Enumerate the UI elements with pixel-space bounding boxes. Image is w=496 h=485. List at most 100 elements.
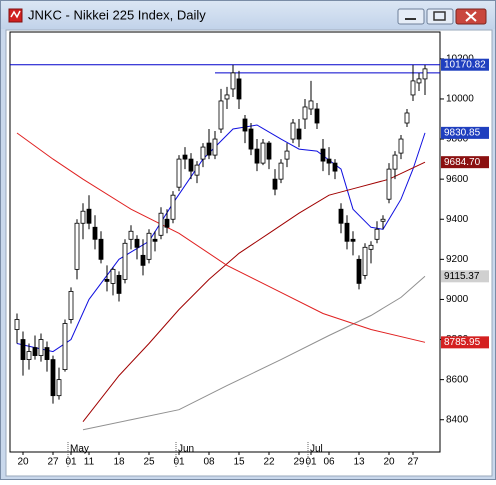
candle-body bbox=[302, 106, 308, 120]
x-tick-label: 01 bbox=[305, 457, 317, 468]
candle-body bbox=[290, 122, 296, 140]
candle-body bbox=[68, 291, 74, 320]
average-label-box bbox=[441, 336, 489, 349]
y-tick-label: 9400 bbox=[446, 214, 469, 225]
average-label: 9830.85 bbox=[444, 128, 481, 139]
x-tick-label: 15 bbox=[233, 457, 245, 468]
y-tick-label: 9000 bbox=[446, 294, 469, 305]
candle-body bbox=[242, 118, 248, 132]
candle-body bbox=[74, 222, 80, 270]
candle-body bbox=[218, 100, 224, 130]
candle-body bbox=[416, 78, 422, 84]
price-label-box bbox=[441, 58, 489, 71]
candle-body bbox=[212, 138, 218, 156]
candle-body bbox=[122, 242, 128, 280]
candle-body bbox=[194, 164, 200, 176]
candle-body bbox=[200, 146, 206, 160]
candle-body bbox=[368, 244, 374, 250]
candle-body bbox=[284, 150, 290, 160]
x-tick-label: 06 bbox=[323, 457, 335, 468]
minimize-button[interactable] bbox=[397, 8, 425, 25]
candle-body bbox=[314, 108, 320, 124]
candle-body bbox=[386, 168, 392, 200]
candle-body bbox=[104, 278, 110, 282]
candle-body bbox=[362, 246, 368, 276]
candle-body bbox=[392, 154, 398, 170]
candle-body bbox=[80, 210, 86, 224]
candle-body bbox=[134, 238, 140, 248]
candle-body bbox=[170, 194, 176, 220]
candle-body bbox=[188, 158, 194, 172]
candle-body bbox=[410, 80, 416, 96]
candle-body bbox=[44, 347, 50, 360]
y-tick-label: 8600 bbox=[446, 374, 469, 385]
candle-body bbox=[272, 178, 278, 190]
price-label: 10170.82 bbox=[444, 59, 486, 70]
candle-body bbox=[176, 158, 182, 188]
y-tick-label: 9600 bbox=[446, 174, 469, 185]
candle-body bbox=[182, 154, 188, 160]
x-tick-label: 13 bbox=[353, 457, 365, 468]
candle-body bbox=[206, 142, 212, 156]
window-buttons[interactable] bbox=[397, 8, 487, 25]
month-label: Jun bbox=[178, 444, 194, 455]
candle-body bbox=[278, 162, 284, 180]
average-label-box bbox=[441, 156, 489, 169]
candle-body bbox=[320, 148, 326, 162]
candle-body bbox=[380, 218, 386, 222]
candle-body bbox=[20, 339, 26, 360]
candle-body bbox=[254, 148, 260, 164]
x-tick-label: 20 bbox=[17, 457, 29, 468]
y-tick-label: 9800 bbox=[446, 134, 469, 145]
y-tick-label: 9200 bbox=[446, 254, 469, 265]
candle-body bbox=[158, 212, 164, 236]
moving-average-line bbox=[82, 161, 426, 423]
x-tick-label: 01 bbox=[173, 457, 185, 468]
x-tick-label: 27 bbox=[47, 457, 59, 468]
candle-body bbox=[266, 142, 272, 160]
maximize-glyph bbox=[433, 11, 446, 21]
candle-body bbox=[398, 138, 404, 154]
candle-body bbox=[62, 323, 68, 371]
candle-body bbox=[308, 100, 314, 110]
x-tick-label: 20 bbox=[383, 457, 395, 468]
month-label: Jul bbox=[310, 444, 323, 455]
moving-average-line bbox=[82, 275, 426, 431]
y-tick-label: 8400 bbox=[446, 414, 469, 425]
candle-body bbox=[38, 339, 44, 356]
candle-body bbox=[98, 238, 104, 260]
candle-body bbox=[338, 208, 344, 224]
x-tick-label: 27 bbox=[407, 457, 419, 468]
candle-body bbox=[26, 351, 32, 360]
moving-average-line bbox=[16, 124, 426, 353]
average-label-box bbox=[441, 270, 489, 283]
candle-body bbox=[326, 158, 332, 164]
candle-body bbox=[404, 112, 410, 124]
x-tick-label: 18 bbox=[113, 457, 125, 468]
candle-body bbox=[32, 347, 38, 356]
candle-body bbox=[128, 230, 134, 240]
month-label: May bbox=[70, 444, 89, 455]
x-tick-label: 11 bbox=[84, 457, 95, 468]
average-label-box bbox=[441, 126, 489, 139]
candle-body bbox=[224, 94, 230, 100]
candle-body bbox=[116, 274, 122, 294]
candle-body bbox=[332, 162, 338, 172]
candle-body bbox=[350, 238, 356, 242]
candle-body bbox=[86, 208, 92, 224]
candle-body bbox=[260, 142, 266, 164]
candle-body bbox=[146, 232, 152, 260]
candle-body bbox=[296, 128, 302, 140]
close-glyph bbox=[465, 11, 477, 22]
x-tick-label: 08 bbox=[203, 457, 215, 468]
candle-body bbox=[56, 379, 62, 397]
app-icon-glyph bbox=[10, 10, 21, 19]
candle-body bbox=[236, 78, 242, 100]
candle-body bbox=[110, 268, 116, 284]
candle-body bbox=[356, 258, 362, 284]
average-label: 8785.95 bbox=[444, 337, 481, 348]
candle-body bbox=[422, 68, 428, 80]
candle-body bbox=[374, 228, 380, 240]
plot-area bbox=[9, 31, 441, 453]
